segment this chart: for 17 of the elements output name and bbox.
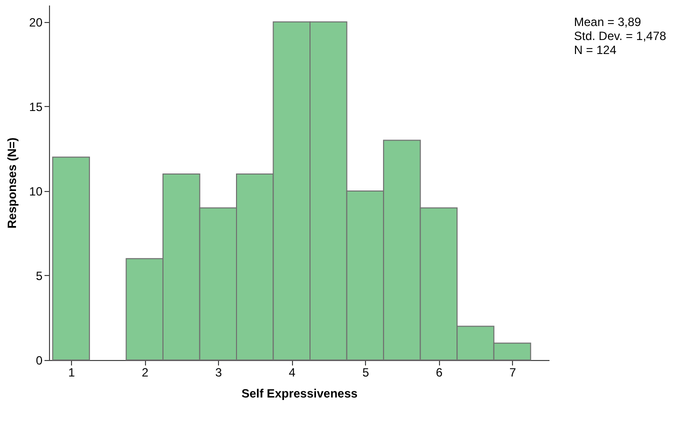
y-tick-label: 5	[36, 268, 43, 283]
text: Mean = 3,89	[574, 15, 642, 29]
x-tick-label: 1	[68, 366, 76, 380]
x-tick-label: 3	[215, 366, 222, 380]
text: Std. Dev. = 1,478	[574, 29, 666, 43]
y-tick-label: 10	[29, 184, 43, 198]
x-axis-title: Self Expressiveness	[241, 386, 358, 400]
y-axis-title: Responses (N=)	[5, 137, 20, 229]
x-tick-label: 5	[362, 366, 370, 380]
text: N = 124	[574, 43, 617, 57]
x-tick-label: 2	[142, 366, 149, 380]
x-tick-label: 7	[509, 366, 516, 380]
y-tick-label: 20	[29, 15, 43, 30]
x-tick-label: 6	[436, 366, 443, 380]
y-tick-label: 0	[36, 354, 43, 368]
y-tick-label: 15	[29, 100, 43, 114]
x-tick-label: 4	[288, 366, 296, 380]
